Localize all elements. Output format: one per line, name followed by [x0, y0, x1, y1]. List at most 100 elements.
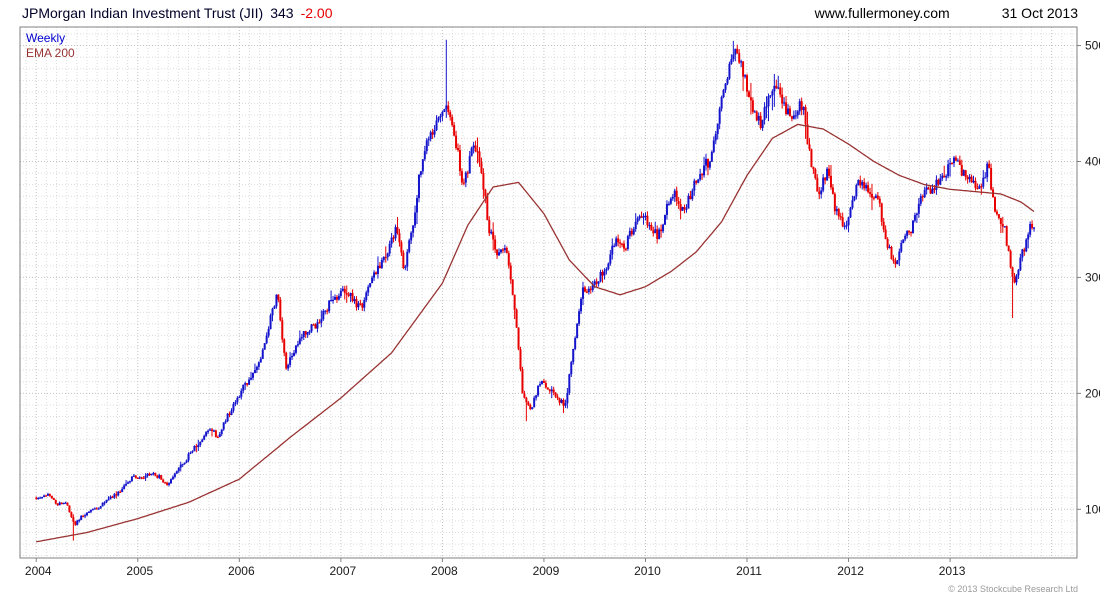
last-price: 343	[270, 5, 294, 21]
candle-body	[347, 294, 350, 296]
candle-body	[925, 187, 928, 190]
candle-body	[812, 167, 815, 170]
candle-body	[580, 298, 583, 312]
candle-body	[999, 218, 1002, 224]
legend-weekly: Weekly	[26, 31, 66, 45]
candle-body	[660, 229, 663, 232]
candle-body	[140, 477, 143, 479]
candle-body	[1029, 223, 1032, 235]
candle-body	[367, 286, 370, 293]
candle-body	[921, 196, 924, 198]
candle-body	[222, 422, 225, 430]
candle-body	[230, 410, 233, 415]
candle-body	[505, 248, 508, 254]
candle-body	[808, 144, 811, 150]
candle-body	[697, 179, 700, 183]
candle-body	[759, 115, 762, 128]
candle-body	[1021, 249, 1024, 258]
candle-body	[439, 115, 442, 118]
candle-body	[935, 179, 938, 190]
candle-body	[447, 105, 450, 113]
candle-body	[488, 219, 491, 234]
candle-body	[1025, 239, 1028, 252]
candle-body	[199, 441, 202, 445]
candle-body	[632, 229, 635, 235]
candle-body	[960, 165, 963, 176]
candle-body	[910, 231, 913, 234]
candle-body	[630, 230, 633, 235]
candle-body	[503, 248, 506, 251]
candle-body	[435, 120, 438, 131]
candle-body	[775, 85, 778, 89]
candle-body	[142, 477, 145, 479]
candle-body	[43, 495, 46, 497]
candle-body	[236, 397, 239, 403]
candle-body	[769, 95, 772, 97]
candle-body	[589, 288, 592, 291]
candle-body	[927, 187, 930, 190]
candle-body	[193, 446, 196, 452]
candle-body	[677, 201, 680, 205]
candle-body	[154, 472, 157, 476]
legend-ema-200: EMA 200	[26, 46, 75, 60]
candle-body	[269, 315, 272, 330]
candle-body	[867, 185, 870, 193]
candle-body	[146, 473, 149, 476]
candle-body	[993, 197, 996, 212]
candle-body	[308, 331, 311, 333]
candle-body	[802, 107, 805, 111]
candle-body	[890, 246, 893, 260]
candle-body	[628, 230, 631, 237]
candle-body	[607, 263, 610, 269]
candle-body	[232, 403, 235, 411]
candle-body	[113, 494, 116, 498]
candle-body	[209, 429, 212, 431]
candle-body	[947, 164, 950, 177]
candle-body	[578, 311, 581, 324]
candle-body	[226, 413, 229, 422]
candle-body	[1005, 226, 1008, 246]
candle-body	[371, 277, 374, 284]
candle-body	[722, 89, 725, 98]
candle-body	[746, 75, 749, 92]
candle-body	[373, 272, 376, 278]
candle-body	[50, 495, 53, 499]
candle-body	[831, 187, 834, 194]
candle-body	[179, 464, 182, 468]
candle-body	[423, 151, 426, 160]
candle-body	[128, 481, 131, 483]
candle-body	[388, 243, 391, 254]
candle-body	[296, 344, 299, 346]
candle-body	[849, 207, 852, 218]
candle-body	[814, 169, 817, 179]
candle-body	[591, 284, 594, 291]
candle-body	[429, 132, 432, 140]
candle-body	[464, 172, 467, 183]
ema-200-line	[36, 123, 1035, 543]
candle-body	[716, 123, 719, 135]
candle-body	[511, 279, 514, 295]
candle-body	[494, 239, 497, 250]
candle-body	[351, 293, 354, 301]
candle-body	[896, 260, 899, 265]
candle-body	[402, 252, 405, 268]
candle-body	[220, 429, 223, 435]
candle-body	[640, 216, 643, 218]
candle-body	[35, 497, 38, 499]
candle-body	[445, 105, 448, 110]
candle-body	[287, 364, 290, 369]
candle-body	[642, 216, 645, 218]
candle-body	[355, 299, 358, 308]
candle-body	[904, 235, 907, 240]
candle-body	[951, 163, 954, 165]
candle-body	[484, 189, 487, 197]
candle-body	[665, 203, 668, 215]
candle-body	[624, 248, 627, 250]
candle-body	[658, 229, 661, 239]
candle-body	[779, 87, 782, 95]
candle-body	[728, 63, 731, 79]
candle-body	[519, 349, 522, 370]
candle-body	[958, 160, 961, 166]
candle-body	[777, 87, 780, 89]
